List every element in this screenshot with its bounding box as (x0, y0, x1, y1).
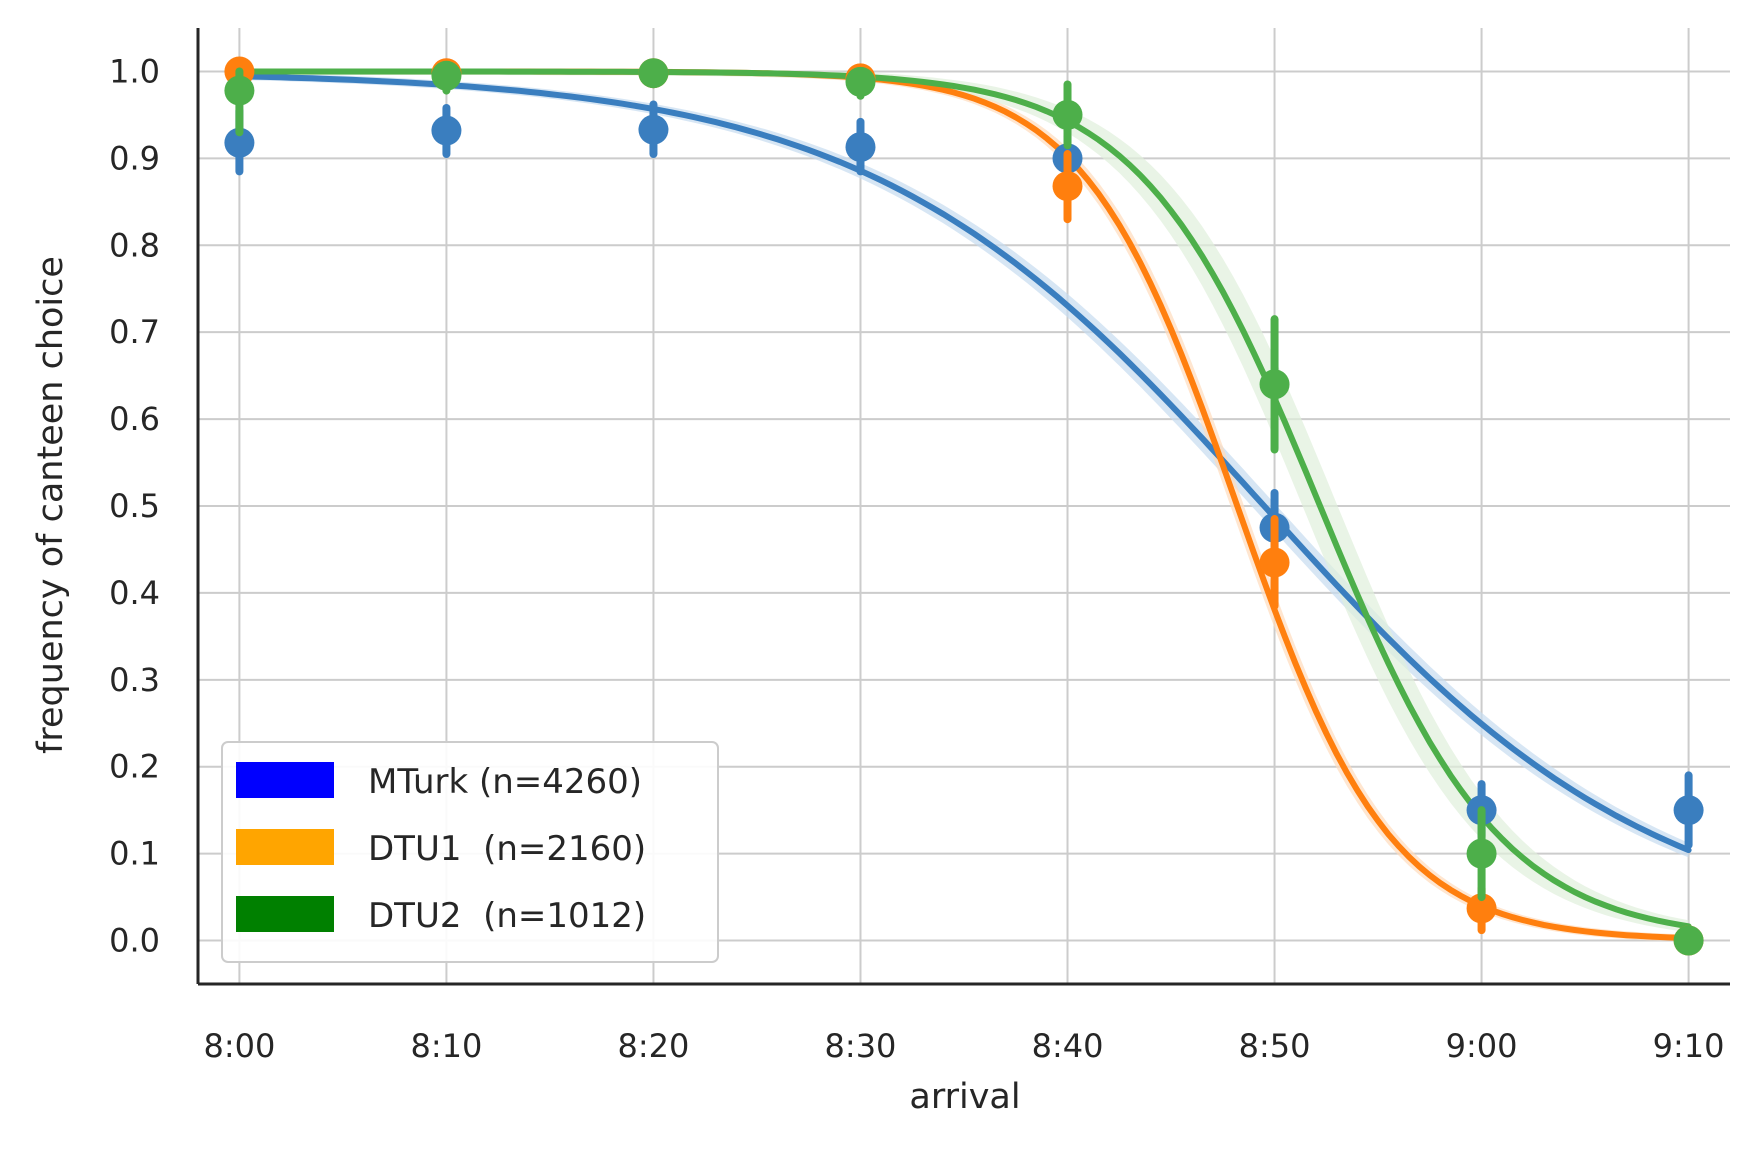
legend-label-dtu2: DTU2 (n=1012) (368, 896, 646, 936)
y-tick-label: 0.6 (109, 400, 160, 438)
legend-label-mturk: MTurk (n=4260) (368, 762, 642, 802)
data-point (1466, 893, 1497, 924)
x-tick-label: 9:00 (1446, 1027, 1518, 1065)
legend-swatch-mturk (236, 762, 334, 798)
fit-line (236, 68, 1692, 930)
y-axis-ticks: 0.0 0.1 0.2 0.3 0.4 0.5 0.6 0.7 0.8 0.9 1.0 (109, 52, 160, 959)
data-point (224, 127, 255, 158)
y-tick-label: 0.9 (109, 139, 160, 177)
fit-lines (236, 68, 1692, 942)
y-tick-label: 0.1 (109, 835, 160, 873)
x-tick-label: 8:40 (1032, 1027, 1104, 1065)
data-point (845, 66, 876, 97)
data-point (1052, 171, 1083, 202)
confidence-band (239, 72, 1689, 858)
legend: MTurk (n=4260) DTU1 (n=2160) DTU2 (n=101… (221, 741, 719, 963)
x-axis-ticks: 8:00 8:10 8:20 8:30 8:40 8:50 9:00 9:10 (203, 1027, 1724, 1065)
y-tick-label: 0.8 (109, 226, 160, 264)
y-tick-label: 0.2 (109, 748, 160, 786)
data-point (1259, 547, 1290, 578)
data-point (845, 132, 876, 163)
data-point (431, 60, 462, 91)
legend-swatch-dtu1 (236, 829, 334, 865)
data-point (638, 114, 669, 145)
axes-spines (196, 28, 1730, 986)
y-tick-label: 0.5 (109, 487, 160, 525)
data-point (1466, 838, 1497, 869)
data-point (638, 58, 669, 89)
y-axis-title: frequency of canteen choice (31, 256, 71, 754)
x-tick-label: 8:30 (825, 1027, 897, 1065)
legend-swatch-dtu2 (236, 896, 334, 932)
y-tick-label: 0.3 (109, 661, 160, 699)
x-tick-label: 9:10 (1653, 1027, 1725, 1065)
data-point (1673, 925, 1704, 956)
x-axis-title: arrival (909, 1077, 1020, 1117)
legend-frame (221, 741, 719, 963)
data-point (1673, 795, 1704, 826)
fit-line (236, 73, 1692, 854)
data-point (224, 75, 255, 106)
data-point (1259, 369, 1290, 400)
confidence-band (239, 71, 1689, 941)
data-point (431, 115, 462, 146)
data-points (224, 56, 1704, 956)
x-tick-label: 8:50 (1239, 1027, 1311, 1065)
y-tick-label: 0.0 (109, 922, 160, 960)
legend-label-dtu1: DTU1 (n=2160) (368, 829, 646, 869)
x-tick-label: 8:10 (411, 1027, 483, 1065)
y-tick-label: 0.7 (109, 313, 160, 351)
x-tick-label: 8:00 (203, 1027, 275, 1065)
y-tick-label: 1.0 (109, 52, 160, 90)
data-point (1052, 99, 1083, 130)
y-tick-label: 0.4 (109, 574, 160, 612)
x-tick-label: 8:20 (618, 1027, 690, 1065)
